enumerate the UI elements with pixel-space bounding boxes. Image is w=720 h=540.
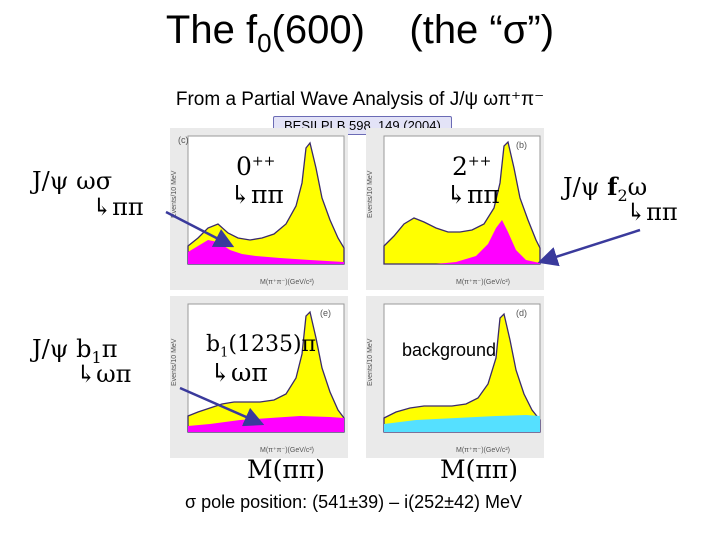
component-fill	[188, 416, 344, 432]
page-title: The f0(600) (the “σ”)	[165, 8, 555, 58]
x-axis-label: M(π⁺π⁻)(GeV/c²)	[260, 279, 314, 286]
plot-panel-d: (d) Events/10 MeV M(π⁺π⁻)(GeV/c²) backgr…	[366, 296, 544, 458]
y-axis-label: Events/10 MeV	[367, 338, 374, 386]
component-fill	[188, 240, 344, 264]
panel-b-label: 2++	[452, 152, 492, 181]
annotation-omega-sigma: J/ψ ωσ	[32, 167, 113, 195]
plot-d-svg: (d) Events/10 MeV M(π⁺π⁻)(GeV/c²)	[366, 296, 544, 458]
panel-c-label: 0++	[236, 152, 276, 181]
plot-panel-c: (c) Events/10 MeV M(π⁺π⁻)(GeV/c²) 0++ ↳π…	[170, 128, 348, 290]
y-axis-label: Events/10 MeV	[171, 338, 178, 386]
background-fill	[384, 415, 540, 432]
panel-d-label: background	[402, 340, 497, 360]
panel-c-sublabel: ↳ππ	[230, 180, 284, 209]
panel-tag: (e)	[320, 308, 331, 318]
annotation-b1-pi: J/ψ b1π	[32, 335, 118, 367]
panel-tag: (b)	[516, 140, 527, 150]
plot-b-svg: (b) Events/10 MeV M(π⁺π⁻)(GeV/c²)	[366, 128, 544, 290]
plot-panel-b: (b) Events/10 MeV M(π⁺π⁻)(GeV/c²) 2++ ↳π…	[366, 128, 544, 290]
annotation-sigma-decay: ↳ππ	[92, 193, 144, 221]
annotation-f2-omega: J/ψ f2ω	[563, 172, 648, 205]
arrow-f2	[537, 228, 641, 267]
x-axis-label: M(π⁺π⁻)(GeV/c²)	[456, 279, 510, 286]
y-axis-label: Events/10 MeV	[171, 170, 178, 218]
y-axis-label: Events/10 MeV	[367, 170, 374, 218]
x-axis-label: M(π⁺π⁻)(GeV/c²)	[260, 447, 314, 454]
sigma-pole-position: σ pole position: (541±39) – i(252±42) Me…	[185, 492, 523, 512]
panel-tag: (d)	[516, 308, 527, 318]
x-axis-label: M(π⁺π⁻)(GeV/c²)	[456, 447, 510, 454]
panel-b-sublabel: ↳ππ	[446, 180, 500, 209]
panel-e-sublabel: ↳ωπ	[210, 358, 268, 387]
panel-tag: (c)	[178, 135, 189, 145]
annotation-b1-decay: ↳ωπ	[76, 360, 132, 388]
mass-label-left: M(ππ)	[247, 455, 325, 484]
mass-label-right: M(ππ)	[440, 455, 518, 484]
component-fill	[436, 220, 540, 264]
subtitle: From a Partial Wave Analysis of J/ψ ωπ⁺π…	[175, 89, 545, 110]
annotation-f2-decay: ↳ππ	[626, 198, 678, 226]
panel-e-label: b1(1235)π	[206, 332, 316, 361]
plot-panel-e: (e) Events/10 MeV M(π⁺π⁻)(GeV/c²) b1(123…	[170, 296, 348, 458]
